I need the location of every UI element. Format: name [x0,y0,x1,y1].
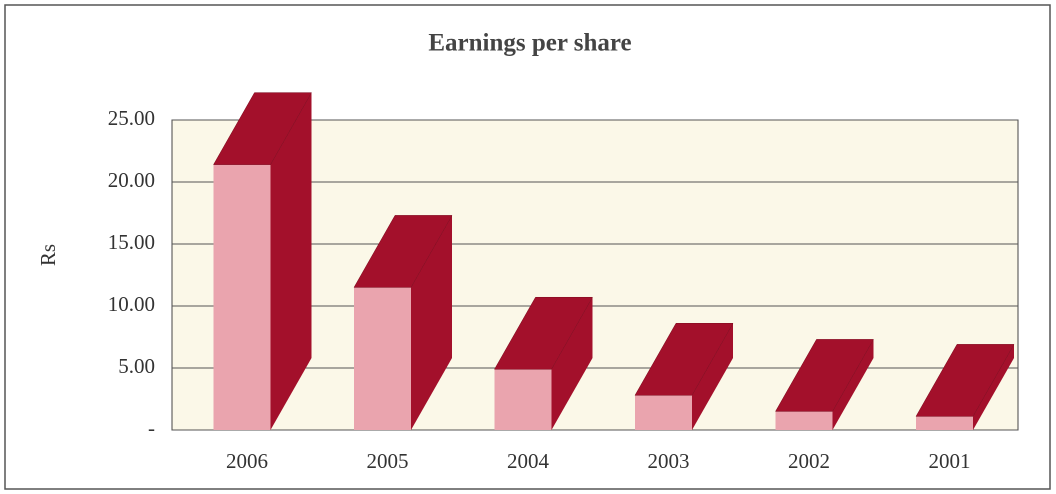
bar-top [915,344,1015,417]
bar-front [494,369,552,430]
bar-front [635,395,692,430]
x-tick-label: 2002 [788,449,830,473]
bar-side [692,323,733,430]
chart-title: Earnings per share [428,30,631,57]
bar-side [832,339,874,430]
bar-top [634,323,734,396]
y-tick-label: 20.00 [108,168,155,192]
y-tick-label: 25.00 [108,106,155,130]
bar-side [973,344,1014,430]
bar-top [213,92,312,165]
x-tick-label: 2001 [929,449,971,473]
bar-front [775,411,833,430]
bar-front [213,164,271,430]
y-tick-label: 15.00 [108,230,155,254]
bar-side [411,215,452,430]
bar-top [353,215,453,288]
y-axis-label: Rs [36,244,60,266]
bar-top [775,339,874,412]
bar-front [354,287,411,430]
plot-area [171,119,1019,431]
x-tick-label: 2005 [367,449,409,473]
bar-side [551,297,593,430]
y-tick-label: - [148,416,155,440]
x-tick-label: 2004 [507,449,550,473]
y-tick-label: 10.00 [108,292,155,316]
y-tick-label: 5.00 [118,354,155,378]
bar-side [270,92,312,430]
x-tick-label: 2006 [226,449,268,473]
x-tick-label: 2003 [648,449,690,473]
bar-front [916,416,973,430]
bar-top [494,296,593,370]
